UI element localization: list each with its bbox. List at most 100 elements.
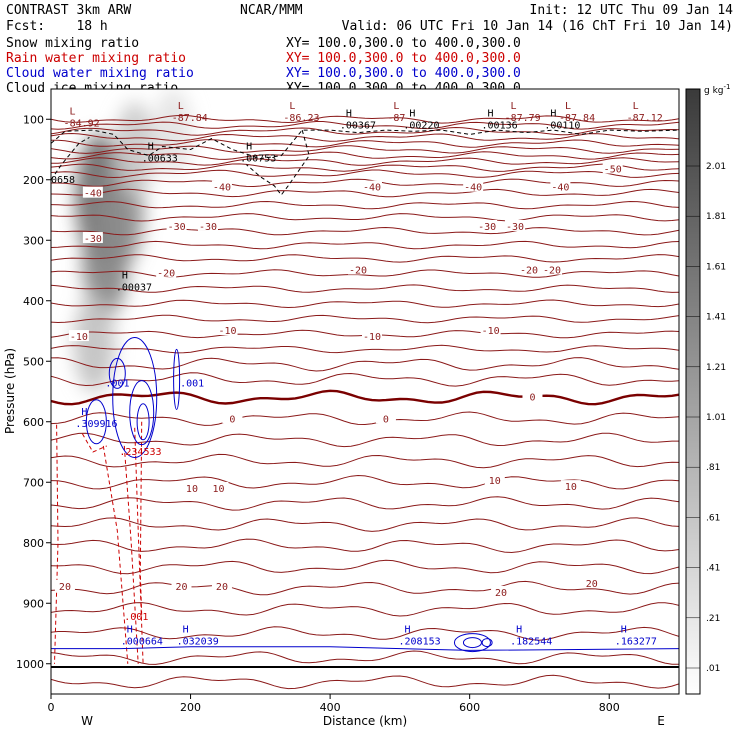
cloud-water-contour xyxy=(112,337,158,459)
isotherm-label-bg xyxy=(484,474,505,486)
isotherm-label-bg xyxy=(542,263,563,275)
isotherm-line xyxy=(51,178,679,188)
y-tick-label: 100 xyxy=(23,113,44,126)
field-cloudwater-xy: XY= 100.0,300.0 to 400.0,300.0 xyxy=(286,66,521,81)
colorbar-label: .41 xyxy=(706,564,720,574)
isotherm-label: -10 xyxy=(482,326,500,337)
isotherm-line xyxy=(51,284,679,293)
colorbar-label: 1.81 xyxy=(706,212,726,222)
isotherm-line xyxy=(51,169,679,179)
isotherm-label-bg xyxy=(463,180,484,192)
colorbar-label: 2.01 xyxy=(706,162,726,172)
extremum-value: .001 xyxy=(105,379,129,390)
header-fcst: Fcst: 18 h xyxy=(6,19,108,34)
y-tick-label: 200 xyxy=(23,174,44,187)
x-tick-label: 600 xyxy=(459,701,480,714)
west-label: W xyxy=(81,714,93,728)
extremum-value: -87.84 xyxy=(172,113,208,124)
isotherm-label: 10 xyxy=(212,484,224,495)
extremum-marker: H xyxy=(183,624,189,635)
isotherm-label-bg xyxy=(477,219,498,231)
cloud-water-contour xyxy=(481,638,493,648)
colorbar-label: 1.41 xyxy=(706,313,726,323)
snow-shade-blob xyxy=(154,89,192,175)
isotherm-line xyxy=(51,269,679,278)
extremum-value: .00110 xyxy=(544,120,580,131)
extremum-value: -87.84 xyxy=(559,113,595,124)
rain-water-contour xyxy=(139,421,143,616)
isotherm-line xyxy=(51,145,679,154)
y-tick-label: 600 xyxy=(23,416,44,429)
isotherm-label-bg xyxy=(208,481,229,493)
rain-water-contour xyxy=(102,445,129,664)
colorbar-label: .21 xyxy=(706,614,720,624)
extremum-value: .000664 xyxy=(121,636,163,647)
isotherm-label: -10 xyxy=(363,332,381,343)
isotherm-label: -20 xyxy=(157,269,175,280)
isotherm-line xyxy=(51,580,679,596)
extremum-marker: L xyxy=(565,101,571,112)
isotherm-label-bg xyxy=(54,579,75,591)
isotherm-label-bg xyxy=(222,412,243,424)
extremum-marker: L xyxy=(289,101,295,112)
colorbar-label: .01 xyxy=(706,664,720,674)
snow-shade-blob xyxy=(73,294,115,393)
extrema-labels: L-84.92L-87.84L-86.23L-87L-87.79L-87.84L… xyxy=(51,101,663,647)
cloud-water-contour xyxy=(462,637,482,649)
isotherm-label-bg xyxy=(348,263,369,275)
isotherm-line xyxy=(51,126,679,136)
extremum-marker: H xyxy=(409,108,415,119)
extremum-value: .00136 xyxy=(482,120,518,131)
rain-water-contour xyxy=(54,424,59,664)
isotherm-label-bg xyxy=(217,324,238,335)
extremum-value: .00220 xyxy=(403,120,439,131)
colorbar-unit: g kg-1 xyxy=(704,83,730,96)
isotherm-line xyxy=(51,139,679,148)
y-tick-label: 900 xyxy=(23,597,44,610)
field-snow-xy: XY= 100.0,300.0 to 400.0,300.0 xyxy=(286,36,521,51)
extremum-marker: L xyxy=(393,101,399,112)
isotherm-line xyxy=(51,114,679,124)
colorbar-label: 1.61 xyxy=(706,262,726,272)
colorbar-label: 1.21 xyxy=(706,363,726,373)
isotherm-label-bg xyxy=(68,330,89,342)
x-tick-label: 200 xyxy=(180,701,201,714)
x-tick-label: 800 xyxy=(599,701,620,714)
isotherm-label: -50 xyxy=(604,164,622,175)
extremum-marker: H xyxy=(246,142,252,153)
isotherm-line xyxy=(51,157,679,166)
cloud-water-contours xyxy=(51,337,679,653)
field-rain-xy: XY= 100.0,300.0 to 400.0,300.0 xyxy=(286,51,521,66)
isotherm-label-bg xyxy=(211,579,232,591)
extremum-value: -86.23 xyxy=(283,113,319,124)
extremum-marker: H xyxy=(81,407,87,418)
isotherm-label: -30 xyxy=(168,222,186,233)
isotherm-label-bg xyxy=(361,330,382,342)
extremum-marker: H xyxy=(122,270,128,281)
y-tick-label: 400 xyxy=(23,295,44,308)
field-cloudwater-name: Cloud water mixing ratio xyxy=(6,66,194,81)
isotherm-line xyxy=(51,538,679,554)
isotherm-line xyxy=(51,674,679,690)
extremum-value: .182544 xyxy=(510,636,552,647)
isotherm-line xyxy=(51,163,679,172)
isotherm-label-bg xyxy=(602,162,623,174)
y-axis: 100 200 300 400 500 600 700 800 900 1000 xyxy=(16,113,51,671)
isotherm-label-bg xyxy=(82,186,103,198)
header: CONTRAST 3km ARW NCAR/MMM Init: 12 UTC T… xyxy=(6,3,733,96)
isotherm-label-bg xyxy=(518,263,539,275)
isotherm-line xyxy=(51,132,679,142)
extremum-marker: L xyxy=(178,101,184,112)
isotherm-line xyxy=(51,188,679,198)
isotherm-line xyxy=(51,344,679,354)
x-tick-label: 0 xyxy=(48,701,55,714)
isotherm-label-bg xyxy=(522,390,543,402)
isotherm-label-bg xyxy=(361,180,382,192)
extremum-value: .00367 xyxy=(340,120,376,131)
extremum-value: -87 xyxy=(387,113,405,124)
extremum-value: .00753 xyxy=(240,154,276,165)
isotherm-label: 0 xyxy=(383,414,389,425)
extremum-marker: H xyxy=(621,624,627,635)
snow-shade-blob xyxy=(114,102,155,197)
y-tick-label: 300 xyxy=(23,234,44,247)
